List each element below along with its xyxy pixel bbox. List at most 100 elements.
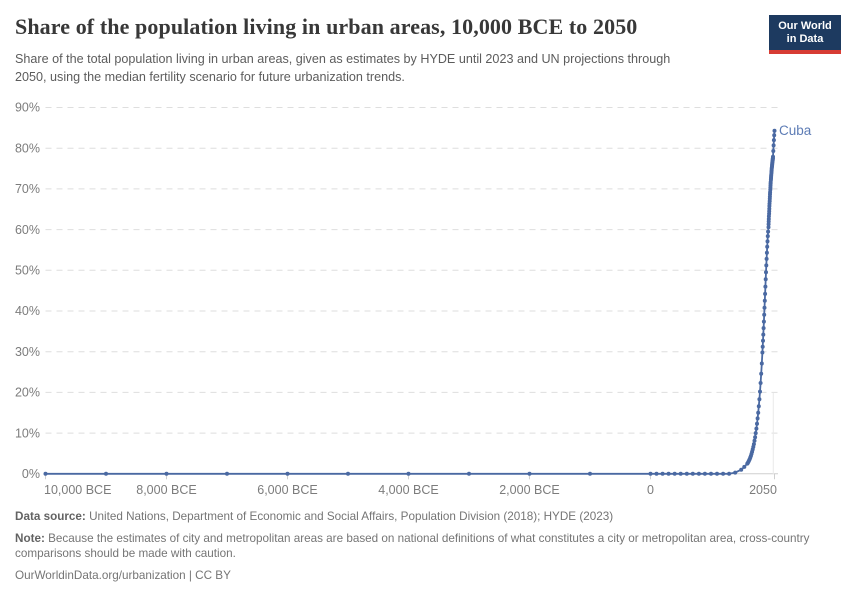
data-point-marker [104, 471, 108, 476]
data-point-marker [756, 410, 761, 415]
series-markers-cuba [43, 128, 777, 476]
data-point-marker [765, 239, 770, 244]
x-tick-label: 2050 [749, 483, 777, 497]
data-point-marker [660, 471, 665, 476]
data-point-marker [767, 206, 772, 211]
data-point-marker [666, 471, 671, 476]
data-point-marker [346, 471, 350, 476]
x-axis-labels: 10,000 BCE 8,000 BCE 6,000 BCE 4,000 BCE 2,0… [44, 483, 777, 497]
data-point-marker [761, 319, 766, 324]
owid-logo[interactable]: Our World in Data [769, 15, 841, 54]
owid-url-link[interactable]: OurWorldinData.org/urbanization [15, 568, 186, 582]
y-tick-label: 20% [15, 386, 40, 400]
x-tick-label: 0 [647, 483, 654, 497]
data-point-marker [739, 467, 744, 472]
license-text: | CC BY [188, 568, 231, 582]
data-point-marker [772, 133, 777, 138]
y-tick-label: 50% [15, 264, 40, 278]
data-source-text: United Nations, Department of Economic a… [89, 510, 614, 523]
logo-line2: in Data [786, 33, 824, 45]
data-point-marker [766, 225, 771, 230]
data-point-marker [648, 471, 653, 476]
data-point-marker [759, 371, 764, 376]
data-point-marker [758, 381, 763, 385]
data-point-marker [285, 471, 290, 476]
data-point-marker [762, 312, 767, 317]
y-tick-label: 70% [15, 182, 40, 196]
data-point-marker [672, 471, 677, 476]
y-tick-label: 30% [15, 345, 40, 359]
citation-line: OurWorldinData.org/urbanization | CC BY [15, 568, 837, 584]
note-label: Note: [15, 531, 45, 545]
entity-label-cuba[interactable]: Cuba [779, 123, 812, 138]
data-point-marker [771, 143, 776, 148]
data-point-marker [753, 435, 758, 440]
data-point-marker [709, 471, 713, 476]
y-tick-label: 90% [15, 101, 40, 115]
data-point-marker [758, 389, 762, 394]
data-point-marker [527, 471, 532, 476]
x-tick-label: 4,000 BCE [378, 483, 438, 497]
data-point-marker [406, 471, 411, 476]
data-point-marker [702, 471, 707, 476]
data-point-marker [760, 350, 765, 355]
data-point-marker [772, 128, 777, 133]
note-line: Note: Because the estimates of city and … [15, 531, 837, 562]
data-point-marker [762, 298, 767, 303]
x-tick-label: 10,000 BCE [44, 483, 111, 497]
data-point-marker [756, 404, 761, 409]
data-point-marker [771, 154, 775, 159]
page-title: Share of the population living in urban … [15, 14, 638, 39]
data-point-marker [759, 361, 764, 366]
note-text: Because the estimates of city and metrop… [15, 531, 810, 561]
data-point-marker [761, 338, 765, 343]
data-point-marker [164, 471, 169, 476]
series-line-cuba [45, 130, 776, 475]
data-point-marker [733, 470, 738, 475]
y-axis-labels: 0% 10% 20% 30% 40% 50% 60% 70% 80% 90% [15, 101, 40, 481]
data-point-marker [761, 332, 766, 337]
y-tick-label: 40% [15, 304, 40, 318]
chart-footer: Data source: United Nations, Department … [15, 509, 837, 589]
data-point-marker [755, 416, 760, 421]
chart-subtitle: Share of the total population living in … [15, 52, 671, 84]
data-point-marker [684, 471, 689, 476]
data-point-marker [763, 284, 768, 289]
y-tick-label: 60% [15, 223, 40, 237]
data-point-marker [765, 244, 770, 249]
x-tick-label: 2,000 BCE [499, 483, 559, 497]
x-tick-label: 8,000 BCE [136, 483, 196, 497]
data-point-marker [764, 263, 769, 268]
data-point-marker [678, 471, 683, 476]
data-point-marker [764, 250, 769, 255]
data-point-marker [761, 326, 766, 331]
data-point-marker [654, 471, 659, 476]
data-point-marker [755, 421, 759, 426]
data-point-marker [752, 438, 757, 443]
data-point-marker [751, 442, 756, 447]
data-point-marker [764, 270, 768, 275]
y-gridlines [45, 107, 778, 475]
y-tick-label: 0% [22, 467, 40, 481]
logo-red-bar [769, 50, 841, 54]
data-point-marker [766, 222, 771, 227]
data-source-line: Data source: United Nations, Department … [15, 509, 837, 525]
data-point-marker [766, 229, 771, 234]
data-point-marker [753, 431, 758, 436]
data-point-marker [467, 471, 471, 476]
data-point-marker [760, 344, 765, 349]
data-source-label: Data source: [15, 510, 86, 523]
data-point-marker [762, 305, 767, 310]
data-point-marker [225, 471, 229, 476]
data-point-marker [727, 471, 732, 476]
y-tick-label: 80% [15, 141, 40, 155]
data-point-marker [715, 471, 719, 476]
data-point-marker [690, 471, 695, 476]
data-point-marker [696, 471, 701, 476]
data-point-marker [742, 464, 747, 469]
data-point-marker [721, 471, 726, 476]
data-point-marker [763, 277, 768, 282]
data-point-marker [757, 397, 762, 402]
